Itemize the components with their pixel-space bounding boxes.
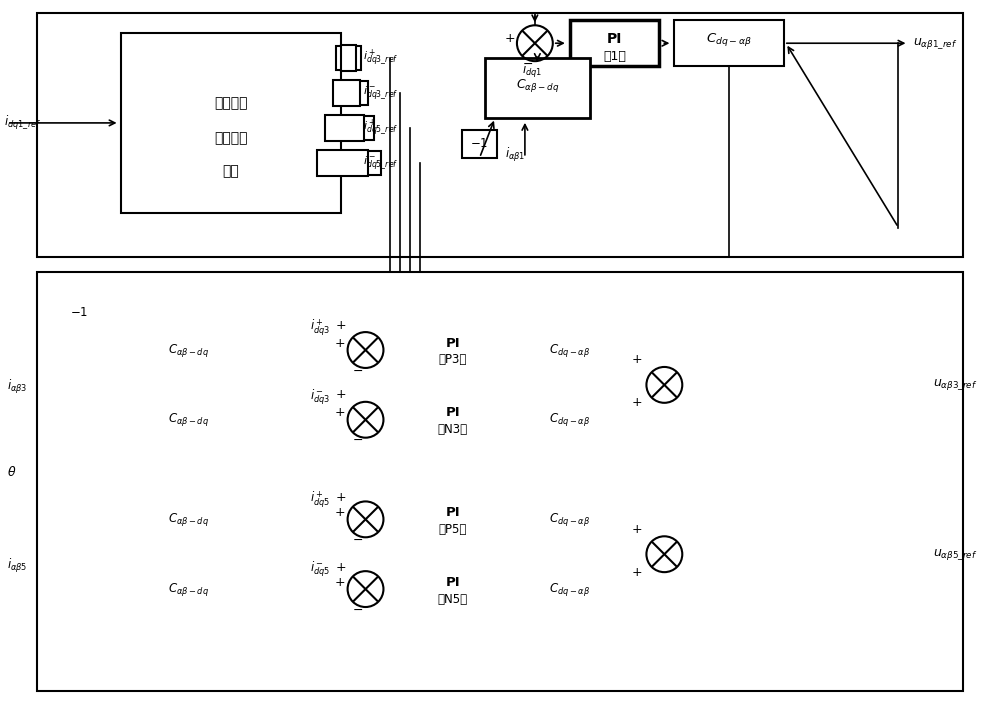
FancyBboxPatch shape	[341, 46, 356, 71]
FancyBboxPatch shape	[674, 21, 784, 66]
Text: $i^+_{dq5\_ref}$: $i^+_{dq5\_ref}$	[363, 117, 398, 138]
Text: $C_{\alpha\beta-dq}$: $C_{\alpha\beta-dq}$	[516, 77, 559, 93]
Text: +: +	[334, 506, 345, 519]
Text: PI: PI	[445, 575, 460, 589]
FancyBboxPatch shape	[462, 130, 497, 158]
Text: 谐波平面: 谐波平面	[214, 96, 248, 110]
FancyBboxPatch shape	[485, 58, 590, 118]
FancyBboxPatch shape	[410, 325, 495, 375]
Text: $C_{\alpha\beta-dq}$: $C_{\alpha\beta-dq}$	[168, 342, 209, 359]
Text: $C_{\alpha\beta-dq}$: $C_{\alpha\beta-dq}$	[168, 511, 209, 528]
Text: $i^-_{dq3}$: $i^-_{dq3}$	[310, 387, 331, 407]
Text: $i^-_{dq3\_ref}$: $i^-_{dq3\_ref}$	[363, 85, 398, 102]
FancyBboxPatch shape	[121, 33, 341, 213]
Text: $i_{\alpha\beta3}$: $i_{\alpha\beta3}$	[7, 378, 27, 396]
Text: $u_{\alpha\beta1\_ref}$: $u_{\alpha\beta1\_ref}$	[913, 36, 958, 51]
FancyBboxPatch shape	[57, 297, 102, 327]
FancyBboxPatch shape	[570, 21, 659, 66]
Text: （N3）: （N3）	[438, 423, 468, 436]
Text: $i_{\alpha\beta1}$: $i_{\alpha\beta1}$	[505, 146, 525, 164]
Text: $-1$: $-1$	[470, 137, 489, 150]
Text: 参考电流: 参考电流	[214, 131, 248, 145]
Text: $i_{dq1}$: $i_{dq1}$	[522, 62, 542, 80]
Text: $C_{dq-\alpha\beta}$: $C_{dq-\alpha\beta}$	[549, 580, 590, 597]
Text: PI: PI	[607, 32, 622, 46]
Text: +: +	[631, 565, 642, 579]
Text: $-$: $-$	[522, 57, 533, 70]
Text: +: +	[631, 523, 642, 536]
Text: PI: PI	[445, 506, 460, 519]
Text: $C_{\alpha\beta-dq}$: $C_{\alpha\beta-dq}$	[168, 412, 209, 428]
Text: $i^+_{dq5}$: $i^+_{dq5}$	[310, 489, 331, 510]
Text: $C_{dq-\alpha\beta}$: $C_{dq-\alpha\beta}$	[706, 31, 752, 48]
FancyBboxPatch shape	[515, 567, 625, 611]
FancyBboxPatch shape	[136, 498, 241, 541]
Text: $C_{dq-\alpha\beta}$: $C_{dq-\alpha\beta}$	[549, 412, 590, 428]
Text: +: +	[334, 575, 345, 589]
Text: +: +	[336, 491, 346, 504]
Text: 计算: 计算	[223, 164, 239, 178]
FancyBboxPatch shape	[410, 395, 495, 445]
Text: $-$: $-$	[352, 363, 363, 377]
Text: （N5）: （N5）	[438, 592, 468, 605]
FancyBboxPatch shape	[136, 398, 241, 441]
Text: $u_{\alpha\beta5\_ref}$: $u_{\alpha\beta5\_ref}$	[933, 547, 978, 562]
FancyBboxPatch shape	[37, 14, 963, 257]
FancyBboxPatch shape	[317, 150, 368, 176]
Text: $-1$: $-1$	[70, 305, 88, 319]
Text: $-$: $-$	[352, 533, 363, 546]
Text: $i^-_{dq5}$: $i^-_{dq5}$	[310, 560, 331, 579]
FancyBboxPatch shape	[336, 46, 361, 70]
Text: +: +	[631, 353, 642, 367]
Text: $-$: $-$	[352, 602, 363, 615]
FancyBboxPatch shape	[333, 80, 360, 106]
Text: +: +	[336, 319, 346, 332]
Text: $C_{\alpha\beta-dq}$: $C_{\alpha\beta-dq}$	[168, 580, 209, 597]
Text: $u_{\alpha\beta3\_ref}$: $u_{\alpha\beta3\_ref}$	[933, 377, 978, 392]
Text: +: +	[334, 407, 345, 419]
FancyBboxPatch shape	[410, 494, 495, 544]
FancyBboxPatch shape	[136, 328, 241, 372]
Text: $i^-_{dq5\_ref}$: $i^-_{dq5\_ref}$	[363, 155, 398, 171]
Text: PI: PI	[445, 407, 460, 419]
Text: $i^+_{dq3}$: $i^+_{dq3}$	[310, 317, 331, 337]
FancyBboxPatch shape	[136, 567, 241, 611]
Text: （P5）: （P5）	[438, 523, 467, 536]
Text: $C_{dq-\alpha\beta}$: $C_{dq-\alpha\beta}$	[549, 511, 590, 528]
Text: $i_{dq1\_ref}$: $i_{dq1\_ref}$	[4, 114, 41, 132]
Text: +: +	[505, 32, 515, 45]
FancyBboxPatch shape	[515, 498, 625, 541]
Text: +: +	[334, 337, 345, 350]
FancyBboxPatch shape	[515, 328, 625, 372]
Text: $i^+_{dq3\_ref}$: $i^+_{dq3\_ref}$	[363, 48, 398, 68]
Text: +: +	[336, 388, 346, 402]
FancyBboxPatch shape	[410, 564, 495, 614]
FancyBboxPatch shape	[336, 81, 368, 105]
FancyBboxPatch shape	[336, 116, 374, 140]
FancyBboxPatch shape	[325, 115, 364, 141]
FancyBboxPatch shape	[336, 151, 381, 174]
Text: $\theta$: $\theta$	[7, 464, 16, 478]
FancyBboxPatch shape	[37, 272, 963, 691]
Text: +: +	[336, 560, 346, 574]
Text: +: +	[631, 397, 642, 409]
Text: $-$: $-$	[352, 433, 363, 446]
Text: PI: PI	[445, 337, 460, 350]
Text: $C_{dq-\alpha\beta}$: $C_{dq-\alpha\beta}$	[549, 342, 590, 359]
Text: （1）: （1）	[603, 50, 626, 63]
Text: $i_{\alpha\beta5}$: $i_{\alpha\beta5}$	[7, 557, 27, 575]
FancyBboxPatch shape	[515, 398, 625, 441]
Text: （P3）: （P3）	[438, 353, 467, 367]
